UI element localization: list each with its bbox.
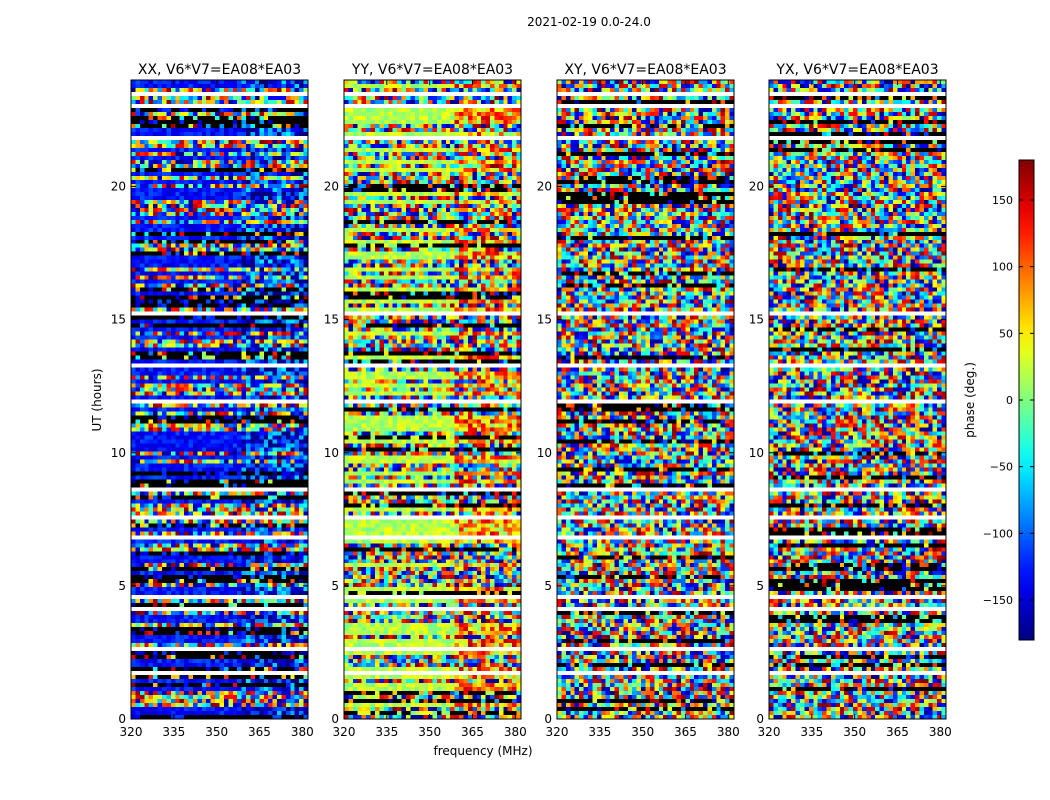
x-tick-label: 350: [843, 725, 866, 739]
y-axis-label: UT (hours): [90, 368, 104, 431]
y-tick-label: 15: [749, 313, 764, 327]
x-tick-label: 380: [291, 725, 314, 739]
y-tick-label: 5: [331, 579, 339, 593]
panel-frame: [343, 79, 522, 720]
x-tick-label: 320: [120, 725, 143, 739]
x-tick-label: 365: [248, 725, 271, 739]
x-tick-label: 335: [375, 725, 398, 739]
y-tick-label: 20: [111, 180, 126, 194]
colorbar-tick-label: −150: [983, 594, 1013, 607]
y-tick-label: 20: [324, 180, 339, 194]
x-tick-label: 380: [929, 725, 952, 739]
y-tick-label: 10: [749, 446, 764, 460]
colorbar-tick-label: 0: [1006, 394, 1013, 407]
panel-title: XX, V6*V7=EA08*EA03: [138, 62, 301, 78]
colorbar-tick-label: 150: [992, 194, 1013, 207]
panels: XX, V6*V7=EA08*EA03 320 335 350 365 380 0 5 10 15…: [111, 62, 952, 739]
x-tick-label: 365: [674, 725, 697, 739]
x-tick-label: 335: [162, 725, 185, 739]
y-tick-label: 20: [537, 180, 552, 194]
x-tick-label: 365: [461, 725, 484, 739]
figure-title: 2021-02-19 0.0-24.0: [527, 15, 651, 29]
x-axis-label: frequency (MHz): [433, 744, 532, 758]
x-tick-label: 320: [758, 725, 781, 739]
panel-frame: [130, 79, 309, 720]
panel-frame: [768, 79, 947, 720]
x-tick-label: 350: [205, 725, 228, 739]
panel-frame: [556, 79, 735, 720]
x-tick-label: 320: [333, 725, 356, 739]
y-tick-label: 15: [324, 313, 339, 327]
x-tick-label: 320: [546, 725, 569, 739]
x-tick-label: 380: [504, 725, 527, 739]
y-tick-label: 20: [749, 180, 764, 194]
panel-xy: XY, V6*V7=EA08*EA03 320 335 350 365 380 0 5 10 15…: [537, 62, 740, 739]
x-tick-label: 350: [631, 725, 654, 739]
y-tick-label: 0: [331, 712, 339, 726]
y-tick-label: 5: [756, 579, 764, 593]
panel-yy: YY, V6*V7=EA08*EA03 320 335 350 365 380 0 5 10 15…: [324, 62, 527, 739]
colorbar-tick-label: 50: [999, 327, 1013, 340]
y-tick-label: 0: [118, 712, 126, 726]
y-tick-label: 5: [118, 579, 126, 593]
panel-xx: XX, V6*V7=EA08*EA03 320 335 350 365 380 0 5 10 15…: [111, 62, 314, 739]
y-tick-label: 10: [537, 446, 552, 460]
heatmap-image: [131, 80, 308, 719]
colorbar-tick-label: −50: [990, 461, 1013, 474]
y-tick-label: 10: [324, 446, 339, 460]
colorbar-label: phase (deg.): [963, 362, 977, 438]
colorbar-tick-label: 100: [992, 261, 1013, 274]
y-tick-label: 15: [111, 313, 126, 327]
y-tick-label: 10: [111, 446, 126, 460]
y-tick-label: 0: [756, 712, 764, 726]
heatmap-image: [557, 80, 734, 719]
colorbar-tick-label: −100: [983, 527, 1013, 540]
x-tick-label: 335: [800, 725, 823, 739]
panel-title: YY, V6*V7=EA08*EA03: [351, 62, 513, 78]
y-tick-label: 0: [544, 712, 552, 726]
panel-title: YX, V6*V7=EA08*EA03: [775, 62, 938, 78]
panel-title: XY, V6*V7=EA08*EA03: [564, 62, 726, 78]
x-tick-label: 365: [886, 725, 909, 739]
x-tick-label: 380: [717, 725, 740, 739]
heatmap-image: [769, 80, 946, 719]
y-tick-label: 5: [544, 579, 552, 593]
colorbar: −150 −100 −50 0 50 100 150: [983, 159, 1035, 641]
y-tick-label: 15: [537, 313, 552, 327]
heatmap-image: [344, 80, 521, 719]
panel-yx: YX, V6*V7=EA08*EA03 320 335 350 365 380 0 5 10 15…: [749, 62, 952, 739]
x-tick-label: 335: [588, 725, 611, 739]
x-tick-label: 350: [418, 725, 441, 739]
